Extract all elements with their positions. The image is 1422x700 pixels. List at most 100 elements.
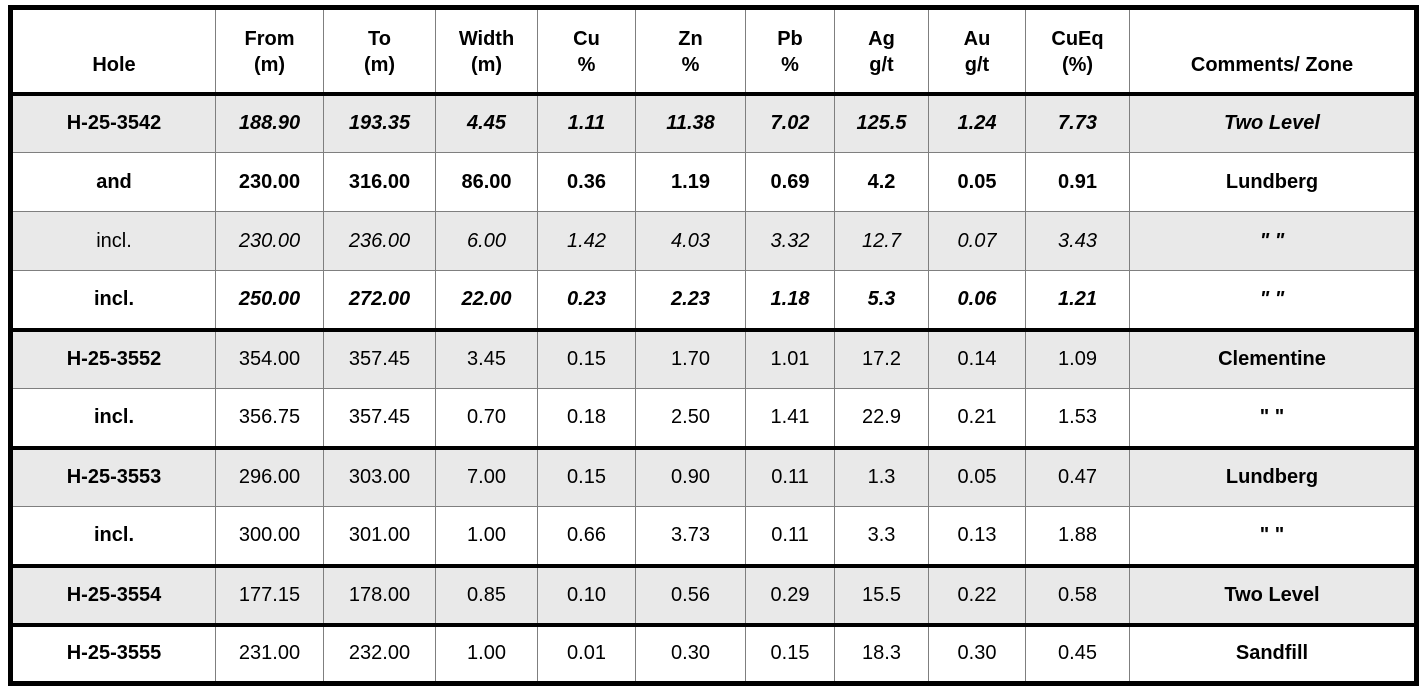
col-header-pb: Pb% bbox=[745, 7, 835, 96]
cell-to: 232.00 bbox=[323, 622, 436, 684]
cell-pb: 3.32 bbox=[745, 211, 835, 271]
cell-ag: 12.7 bbox=[834, 211, 929, 271]
cell-au: 0.05 bbox=[928, 152, 1026, 212]
cell-zn: 4.03 bbox=[635, 211, 746, 271]
cell-to: 316.00 bbox=[323, 152, 436, 212]
cell-to: 193.35 bbox=[323, 93, 436, 153]
cell-to: 357.45 bbox=[323, 388, 436, 448]
cell-pb: 0.11 bbox=[745, 445, 835, 507]
cell-from: 356.75 bbox=[215, 388, 324, 448]
cell-zn: 1.70 bbox=[635, 327, 746, 389]
cell-au: 1.24 bbox=[928, 93, 1026, 153]
cell-ag: 18.3 bbox=[834, 622, 929, 684]
cell-au: 0.13 bbox=[928, 506, 1026, 566]
cell-cueq: 0.58 bbox=[1025, 563, 1130, 625]
cell-zn: 0.56 bbox=[635, 563, 746, 625]
cell-cueq: 0.45 bbox=[1025, 622, 1130, 684]
cell-width: 22.00 bbox=[435, 270, 538, 330]
table-row: H-25-3553 296.00 303.00 7.00 0.15 0.90 0… bbox=[10, 445, 1417, 507]
cell-from: 177.15 bbox=[215, 563, 324, 625]
cell-cueq: 3.43 bbox=[1025, 211, 1130, 271]
cell-ag: 3.3 bbox=[834, 506, 929, 566]
cell-au: 0.05 bbox=[928, 445, 1026, 507]
cell-ag: 125.5 bbox=[834, 93, 929, 153]
table-header: Hole From (m) To (m) Width (m) Cu% Zn% Pb% … bbox=[10, 7, 1417, 96]
cell-comments: Lundberg bbox=[1129, 152, 1417, 212]
cell-cueq: 7.73 bbox=[1025, 93, 1130, 153]
col-header-unit: % bbox=[577, 54, 596, 77]
cell-pb: 1.01 bbox=[745, 327, 835, 389]
col-header-label: Ag bbox=[868, 27, 895, 50]
cell-width: 3.45 bbox=[435, 327, 538, 389]
col-header-label: Hole bbox=[92, 54, 136, 77]
cell-cueq: 1.53 bbox=[1025, 388, 1130, 448]
cell-pb: 0.29 bbox=[745, 563, 835, 625]
cell-au: 0.30 bbox=[928, 622, 1026, 684]
cell-cueq: 0.91 bbox=[1025, 152, 1130, 212]
table-row: incl. 356.75 357.45 0.70 0.18 2.50 1.41 … bbox=[10, 388, 1417, 448]
cell-ag: 22.9 bbox=[834, 388, 929, 448]
cell-zn: 0.30 bbox=[635, 622, 746, 684]
cell-hole: incl. bbox=[10, 388, 216, 448]
cell-to: 236.00 bbox=[323, 211, 436, 271]
header-row: Hole From (m) To (m) Width (m) Cu% Zn% Pb% … bbox=[10, 7, 1417, 96]
col-header-au: Au g/t bbox=[928, 7, 1026, 96]
cell-zn: 2.23 bbox=[635, 270, 746, 330]
cell-cu: 0.23 bbox=[537, 270, 636, 330]
cell-comments: Lundberg bbox=[1129, 445, 1417, 507]
cell-from: 296.00 bbox=[215, 445, 324, 507]
table-body: H-25-3542 188.90 193.35 4.45 1.11 11.38 … bbox=[10, 93, 1417, 684]
table-row: and 230.00 316.00 86.00 0.36 1.19 0.69 4… bbox=[10, 152, 1417, 212]
cell-cu: 0.15 bbox=[537, 445, 636, 507]
cell-cueq: 0.47 bbox=[1025, 445, 1130, 507]
cell-zn: 3.73 bbox=[635, 506, 746, 566]
cell-width: 0.85 bbox=[435, 563, 538, 625]
cell-cu: 1.11 bbox=[537, 93, 636, 153]
cell-from: 188.90 bbox=[215, 93, 324, 153]
col-header-from: From (m) bbox=[215, 7, 324, 96]
cell-au: 0.14 bbox=[928, 327, 1026, 389]
col-header-label: Pb bbox=[777, 27, 803, 50]
cell-from: 230.00 bbox=[215, 152, 324, 212]
cell-zn: 11.38 bbox=[635, 93, 746, 153]
col-header-width: Width (m) bbox=[435, 7, 538, 96]
cell-ag: 15.5 bbox=[834, 563, 929, 625]
cell-to: 303.00 bbox=[323, 445, 436, 507]
cell-hole: H-25-3542 bbox=[10, 93, 216, 153]
col-header-unit: g/t bbox=[964, 54, 990, 77]
col-header-label: Comments/ Zone bbox=[1190, 54, 1354, 77]
cell-comments: Sandfill bbox=[1129, 622, 1417, 684]
cell-comments: Two Level bbox=[1129, 563, 1417, 625]
cell-cueq: 1.21 bbox=[1025, 270, 1130, 330]
cell-hole: H-25-3554 bbox=[10, 563, 216, 625]
cell-cu: 0.10 bbox=[537, 563, 636, 625]
cell-pb: 0.69 bbox=[745, 152, 835, 212]
col-header-unit: g/t bbox=[869, 54, 894, 77]
col-header-label: Zn bbox=[678, 27, 703, 50]
cell-to: 272.00 bbox=[323, 270, 436, 330]
cell-cueq: 1.88 bbox=[1025, 506, 1130, 566]
cell-comments: Two Level bbox=[1129, 93, 1417, 153]
cell-pb: 1.41 bbox=[745, 388, 835, 448]
col-header-comments: Comments/ Zone bbox=[1129, 7, 1417, 96]
cell-from: 231.00 bbox=[215, 622, 324, 684]
cell-hole: H-25-3553 bbox=[10, 445, 216, 507]
col-header-cueq: CuEq (%) bbox=[1025, 7, 1130, 96]
col-header-label: Width bbox=[458, 27, 515, 50]
cell-cu: 0.15 bbox=[537, 327, 636, 389]
cell-ag: 17.2 bbox=[834, 327, 929, 389]
cell-width: 4.45 bbox=[435, 93, 538, 153]
col-header-unit: (m) bbox=[363, 54, 396, 77]
cell-au: 0.22 bbox=[928, 563, 1026, 625]
cell-comments: " " bbox=[1129, 388, 1417, 448]
cell-cu: 0.01 bbox=[537, 622, 636, 684]
cell-comments: Clementine bbox=[1129, 327, 1417, 389]
cell-pb: 1.18 bbox=[745, 270, 835, 330]
cell-cu: 0.66 bbox=[537, 506, 636, 566]
cell-zn: 2.50 bbox=[635, 388, 746, 448]
cell-to: 178.00 bbox=[323, 563, 436, 625]
table-row: H-25-3555 231.00 232.00 1.00 0.01 0.30 0… bbox=[10, 622, 1417, 684]
table-row: H-25-3552 354.00 357.45 3.45 0.15 1.70 1… bbox=[10, 327, 1417, 389]
col-header-label: To bbox=[368, 27, 391, 50]
